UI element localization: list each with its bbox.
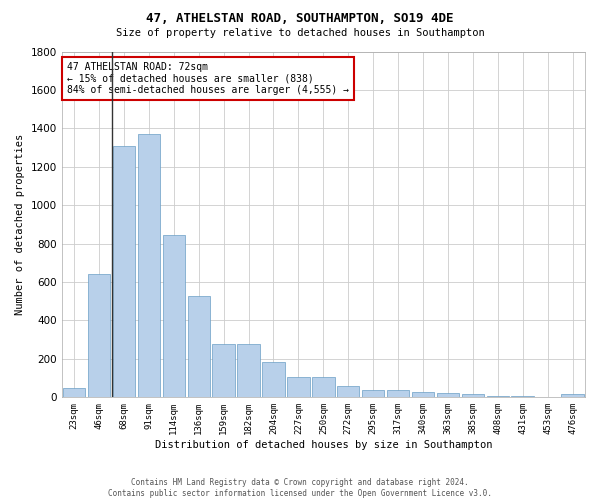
Bar [461,394,484,398]
Y-axis label: Number of detached properties: Number of detached properties [15,134,25,315]
Bar [511,396,534,398]
Text: 47 ATHELSTAN ROAD: 72sqm
← 15% of detached houses are smaller (838)
84% of semi-: 47 ATHELSTAN ROAD: 72sqm ← 15% of detach… [67,62,349,95]
Bar [212,344,235,398]
Bar [113,146,135,398]
Bar [238,344,260,398]
Bar [287,377,310,398]
Bar [63,388,85,398]
Bar [337,386,359,398]
Text: Size of property relative to detached houses in Southampton: Size of property relative to detached ho… [116,28,484,38]
Bar [88,274,110,398]
Bar [387,390,409,398]
Bar [188,296,210,398]
Text: Contains HM Land Registry data © Crown copyright and database right 2024.
Contai: Contains HM Land Registry data © Crown c… [108,478,492,498]
Bar [262,362,285,398]
Bar [137,134,160,398]
X-axis label: Distribution of detached houses by size in Southampton: Distribution of detached houses by size … [155,440,492,450]
Bar [487,396,509,398]
Text: 47, ATHELSTAN ROAD, SOUTHAMPTON, SO19 4DE: 47, ATHELSTAN ROAD, SOUTHAMPTON, SO19 4D… [146,12,454,26]
Bar [362,390,385,398]
Bar [562,394,584,398]
Bar [437,394,459,398]
Bar [312,377,335,398]
Bar [412,392,434,398]
Bar [163,235,185,398]
